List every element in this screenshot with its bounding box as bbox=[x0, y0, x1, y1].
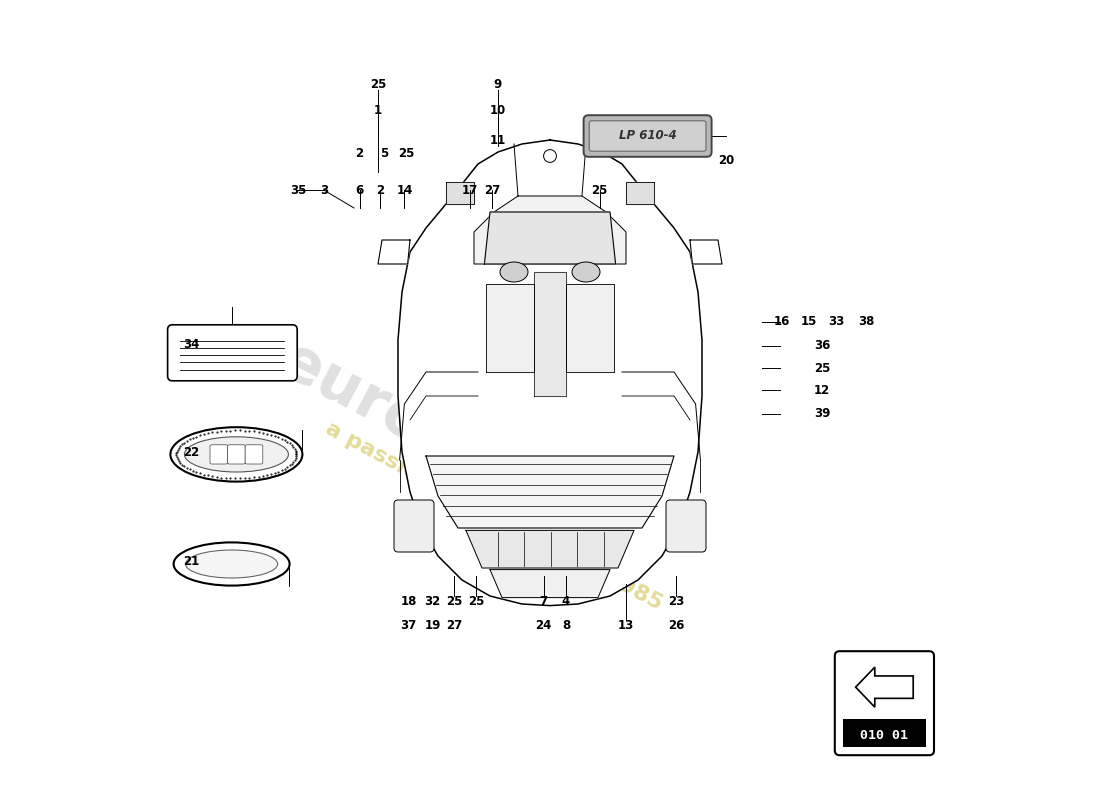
Polygon shape bbox=[486, 284, 534, 372]
Ellipse shape bbox=[174, 542, 289, 586]
Polygon shape bbox=[690, 240, 722, 264]
Ellipse shape bbox=[572, 262, 600, 282]
FancyBboxPatch shape bbox=[590, 121, 706, 151]
Text: 15: 15 bbox=[800, 315, 816, 328]
Text: 18: 18 bbox=[400, 595, 417, 608]
Text: 27: 27 bbox=[446, 619, 462, 632]
Text: 4: 4 bbox=[562, 595, 570, 608]
Text: 25: 25 bbox=[592, 184, 608, 197]
Text: 25: 25 bbox=[398, 147, 415, 160]
Text: eurospares: eurospares bbox=[270, 331, 638, 565]
Text: 6: 6 bbox=[355, 184, 364, 197]
Text: 11: 11 bbox=[490, 134, 506, 146]
Text: 34: 34 bbox=[184, 338, 200, 350]
Text: a passion for parts since 1985: a passion for parts since 1985 bbox=[322, 418, 666, 614]
Text: 25: 25 bbox=[814, 362, 830, 374]
Polygon shape bbox=[566, 284, 614, 372]
Text: 35: 35 bbox=[289, 184, 306, 197]
Polygon shape bbox=[446, 182, 474, 204]
Text: 3: 3 bbox=[320, 184, 329, 197]
Polygon shape bbox=[378, 240, 410, 264]
Text: 38: 38 bbox=[858, 315, 874, 328]
Ellipse shape bbox=[170, 427, 302, 482]
Text: 14: 14 bbox=[396, 184, 412, 197]
Text: 21: 21 bbox=[184, 555, 200, 568]
Text: 26: 26 bbox=[668, 619, 684, 632]
Polygon shape bbox=[426, 456, 674, 528]
Text: 36: 36 bbox=[814, 339, 830, 352]
Polygon shape bbox=[626, 182, 654, 204]
Text: 12: 12 bbox=[814, 384, 830, 397]
Polygon shape bbox=[466, 530, 634, 568]
Text: 20: 20 bbox=[718, 154, 734, 166]
FancyBboxPatch shape bbox=[167, 325, 297, 381]
Polygon shape bbox=[490, 570, 610, 598]
Text: 19: 19 bbox=[425, 619, 441, 632]
Text: 24: 24 bbox=[536, 619, 552, 632]
Text: 25: 25 bbox=[370, 78, 386, 90]
FancyBboxPatch shape bbox=[394, 500, 435, 552]
Text: 1: 1 bbox=[374, 104, 382, 117]
FancyBboxPatch shape bbox=[584, 115, 712, 157]
FancyBboxPatch shape bbox=[666, 500, 706, 552]
Text: 17: 17 bbox=[462, 184, 478, 197]
FancyBboxPatch shape bbox=[210, 445, 228, 464]
Polygon shape bbox=[856, 667, 913, 707]
FancyBboxPatch shape bbox=[228, 445, 245, 464]
FancyBboxPatch shape bbox=[835, 651, 934, 755]
Text: 10: 10 bbox=[490, 104, 506, 117]
Text: 25: 25 bbox=[469, 595, 485, 608]
Polygon shape bbox=[474, 196, 626, 264]
Text: 8: 8 bbox=[562, 619, 570, 632]
Text: LP 610-4: LP 610-4 bbox=[619, 129, 676, 142]
Text: 2: 2 bbox=[376, 184, 385, 197]
Text: 5: 5 bbox=[381, 147, 388, 160]
Text: 010 01: 010 01 bbox=[860, 729, 909, 742]
Text: 13: 13 bbox=[618, 619, 634, 632]
Text: 39: 39 bbox=[814, 407, 830, 420]
Polygon shape bbox=[484, 212, 616, 264]
Ellipse shape bbox=[186, 550, 277, 578]
FancyBboxPatch shape bbox=[245, 445, 263, 464]
Ellipse shape bbox=[185, 437, 288, 472]
Text: 23: 23 bbox=[669, 595, 684, 608]
Text: 22: 22 bbox=[184, 446, 200, 458]
Text: 32: 32 bbox=[425, 595, 440, 608]
FancyBboxPatch shape bbox=[843, 719, 926, 747]
Text: 7: 7 bbox=[539, 595, 548, 608]
Text: 27: 27 bbox=[484, 184, 500, 197]
Text: 25: 25 bbox=[446, 595, 462, 608]
Text: 2: 2 bbox=[355, 147, 364, 160]
Text: 16: 16 bbox=[773, 315, 790, 328]
Text: 9: 9 bbox=[494, 78, 502, 90]
Text: 33: 33 bbox=[828, 315, 845, 328]
Text: 37: 37 bbox=[400, 619, 417, 632]
Polygon shape bbox=[534, 272, 566, 396]
Polygon shape bbox=[398, 140, 702, 606]
Ellipse shape bbox=[500, 262, 528, 282]
